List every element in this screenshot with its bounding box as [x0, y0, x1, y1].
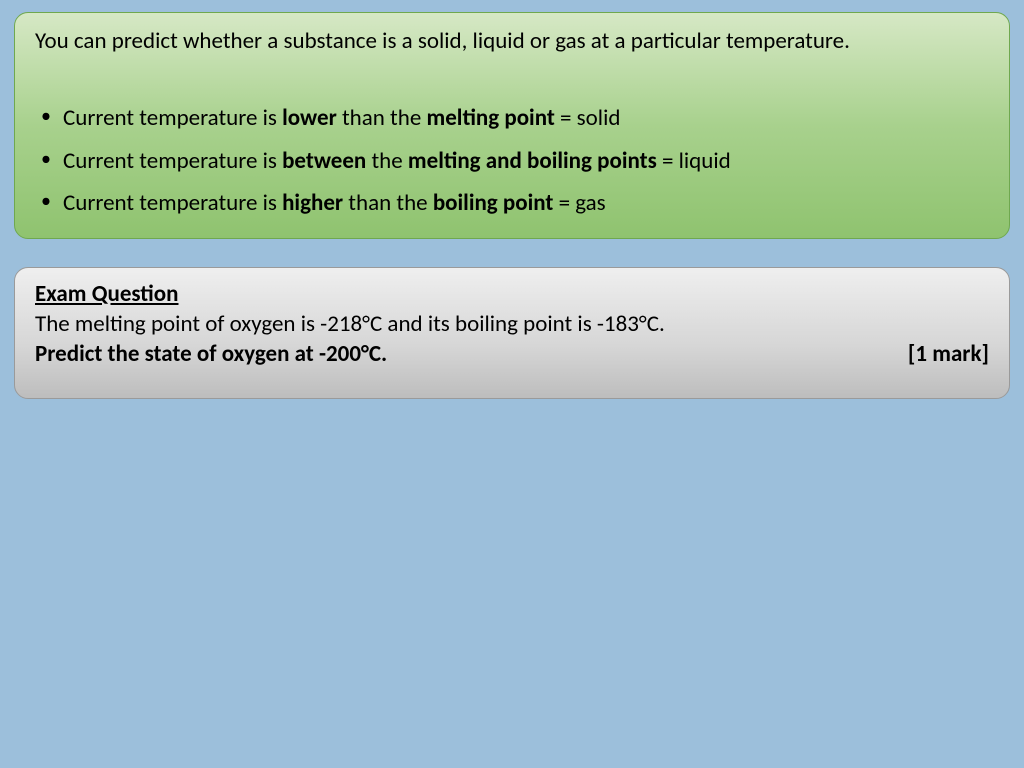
exam-body: The melting point of oxygen is -218°C an…: [35, 310, 989, 340]
exam-prompt-row: Predict the state of oxygen at -200°C. […: [35, 340, 989, 370]
bullet-bold: melting point: [427, 104, 555, 132]
bullet-text: = solid: [555, 104, 621, 132]
list-item: Current temperature is lower than the me…: [35, 104, 989, 133]
list-item: Current temperature is higher than the b…: [35, 189, 989, 218]
exam-marks: [1 mark]: [908, 340, 989, 370]
bullet-bold: higher: [282, 189, 343, 217]
bullet-list: Current temperature is lower than the me…: [35, 104, 989, 218]
bullet-bold: lower: [282, 104, 337, 132]
bullet-text: Current temperature is: [63, 147, 282, 175]
bullet-text: than the: [337, 104, 427, 132]
exam-title: Exam Question: [35, 280, 989, 310]
list-item: Current temperature is between the melti…: [35, 147, 989, 176]
bullet-bold: melting and boiling points: [408, 147, 657, 175]
exam-panel: Exam Question The melting point of oxyge…: [14, 267, 1010, 399]
bullet-text: than the: [343, 189, 433, 217]
bullet-text: = liquid: [657, 147, 731, 175]
bullet-bold: between: [282, 147, 366, 175]
bullet-text: the: [366, 147, 408, 175]
info-panel: You can predict whether a substance is a…: [14, 12, 1010, 239]
bullet-text: Current temperature is: [63, 189, 282, 217]
intro-text: You can predict whether a substance is a…: [35, 27, 989, 56]
bullet-bold: boiling point: [433, 189, 554, 217]
bullet-text: Current temperature is: [63, 104, 282, 132]
bullet-text: = gas: [553, 189, 605, 217]
exam-prompt: Predict the state of oxygen at -200°C.: [35, 340, 387, 370]
